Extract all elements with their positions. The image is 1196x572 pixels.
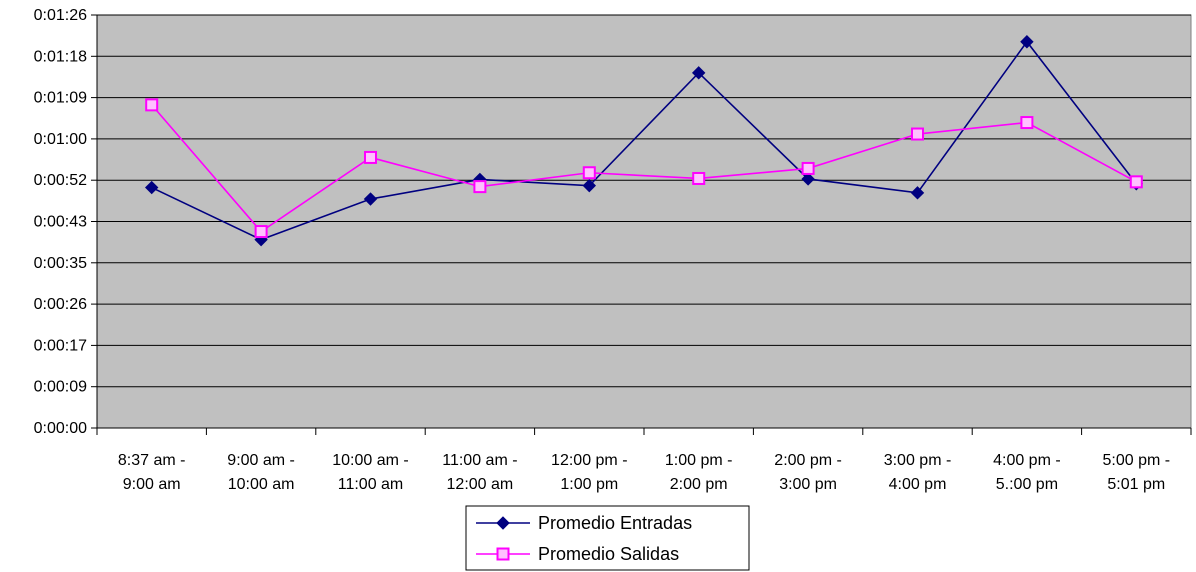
grid-lines [97, 14, 1191, 388]
x-tick-label: 4:00 pm [889, 476, 947, 493]
y-tick-label: 0:01:26 [34, 7, 87, 24]
data-point-marker [254, 225, 268, 239]
x-tick-label: 12:00 am [447, 476, 514, 493]
series-markers [144, 35, 1144, 247]
x-tick-label: 5:01 pm [1107, 476, 1165, 493]
data-point-marker [582, 166, 596, 180]
y-tick-label: 0:01:18 [34, 48, 87, 65]
y-tick-label: 0:01:00 [34, 131, 87, 148]
data-point-marker [910, 186, 925, 200]
y-tick-label: 0:01:09 [34, 90, 87, 107]
data-point-marker [1020, 116, 1034, 130]
data-point-marker [363, 192, 378, 206]
x-tick-label: 9:00 am [123, 476, 181, 493]
x-tick-label: 10:00 am [228, 476, 295, 493]
x-tick-label: 11:00 am [338, 476, 404, 493]
series-line [151, 104, 1137, 233]
data-point-marker [364, 150, 377, 164]
data-point-marker [496, 547, 510, 561]
data-point-marker [691, 66, 706, 80]
data-point-marker [801, 161, 815, 175]
y-tick-label: 0:00:00 [34, 420, 87, 437]
x-tick-label: 1:00 pm - [665, 452, 733, 469]
x-tick-label: 9:00 am - [227, 452, 295, 469]
x-tick-label: 5.:00 pm [996, 476, 1058, 493]
x-axis: 8:37 am - 9:00 am 9:00 am - 10:00 am 10:00 a… [96, 427, 1192, 493]
y-tick-label: 0:00:09 [34, 379, 87, 396]
data-point-marker [692, 171, 706, 185]
x-tick-label: 2:00 pm - [774, 452, 842, 469]
data-point-marker [144, 180, 159, 195]
x-tick-label: 1:00 pm [560, 476, 618, 493]
y-tick-label: 0:00:43 [34, 214, 87, 231]
series-line [151, 40, 1137, 241]
x-tick-label: 11:00 am - [442, 452, 517, 469]
x-tick-label: 10:00 am - [332, 452, 408, 469]
data-point-marker [801, 172, 815, 186]
x-tick-label: 8:37 am - [118, 452, 186, 469]
legend-label: Promedio Salidas [538, 544, 679, 564]
data-point-marker [1129, 175, 1143, 189]
x-tick-label: 3:00 pm [779, 476, 837, 493]
x-tick-label: 2:00 pm [670, 476, 728, 493]
y-tick-label: 0:00:35 [34, 255, 87, 272]
legend: Promedio Entradas Promedio Salidas [465, 505, 750, 571]
data-point-marker [145, 98, 159, 112]
data-point-marker [496, 516, 510, 530]
data-point-marker [473, 180, 487, 194]
y-axis: 0:00:00 0:00:09 0:00:17 0:00:26 0:00:35 0:00:… [34, 7, 98, 437]
x-tick-label: 3:00 pm - [884, 452, 952, 469]
legend-box [465, 505, 750, 571]
data-point-marker [582, 178, 597, 193]
series-lines [151, 40, 1137, 241]
y-tick-label: 0:00:17 [34, 337, 87, 354]
y-tick-label: 0:00:26 [34, 296, 87, 313]
x-tick-label: 5:00 pm - [1103, 452, 1171, 469]
y-tick-label: 0:00:52 [34, 172, 87, 189]
data-point-marker [911, 127, 924, 141]
x-tick-label: 12:00 pm - [551, 452, 627, 469]
data-point-marker [1020, 35, 1034, 49]
x-tick-label: 4:00 pm - [993, 452, 1061, 469]
legend-label: Promedio Entradas [538, 513, 692, 533]
